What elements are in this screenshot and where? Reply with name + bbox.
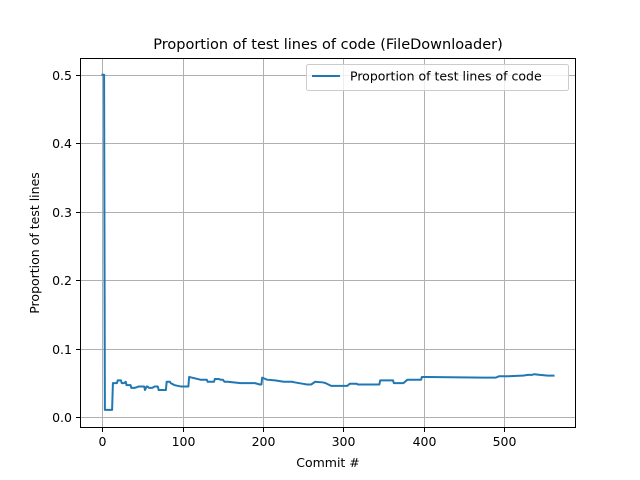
x-tick-label: 100 bbox=[172, 434, 196, 449]
x-tick-label: 500 bbox=[493, 434, 517, 449]
plot-frame bbox=[80, 58, 576, 428]
y-tick-label: 0.3 bbox=[52, 205, 72, 220]
y-tick-label: 0.1 bbox=[52, 342, 72, 357]
ticks-layer: 0 100 200 300 400 500 0.0 0.1 0.2 0.3 0.4 0.5 bbox=[52, 68, 516, 449]
legend-box bbox=[306, 64, 569, 91]
grid-layer bbox=[80, 58, 576, 428]
y-tick-label: 0.4 bbox=[52, 136, 72, 151]
x-axis-label: Commit # bbox=[296, 455, 360, 470]
x-tick-label: 200 bbox=[252, 434, 276, 449]
series-layer bbox=[101, 73, 555, 411]
y-tick-label: 0.0 bbox=[52, 410, 72, 425]
y-tick-label: 0.2 bbox=[52, 273, 72, 288]
y-tick-label: 0.5 bbox=[52, 68, 72, 83]
plot-area bbox=[80, 58, 576, 428]
legend: Proportion of test lines of code bbox=[306, 64, 569, 91]
x-tick-label: 0 bbox=[99, 434, 107, 449]
y-axis-label: Proportion of test lines bbox=[27, 172, 42, 314]
x-tick-label: 300 bbox=[332, 434, 356, 449]
x-tick-label: 400 bbox=[413, 434, 437, 449]
chart-title: Proportion of test lines of code (FileDo… bbox=[153, 37, 503, 53]
series-line-0 bbox=[101, 73, 555, 411]
legend-label: Proportion of test lines of code bbox=[350, 69, 542, 84]
